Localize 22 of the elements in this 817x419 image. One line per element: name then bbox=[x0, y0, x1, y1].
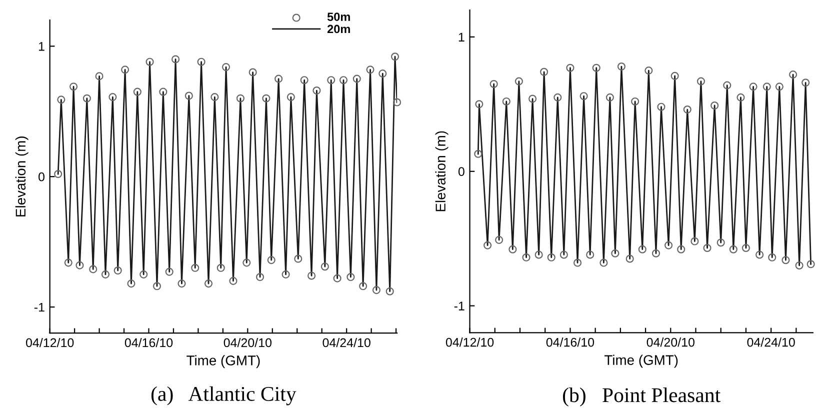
y-tick-label: -1 bbox=[454, 302, 464, 310]
y-axis-title: Elevation (m) bbox=[15, 136, 28, 216]
y-axis-title: Elevation (m) bbox=[435, 131, 448, 212]
legend-label: 20m bbox=[327, 24, 350, 34]
y-tick-label: -1 bbox=[34, 302, 44, 312]
x-tick-label: 04/20/10 bbox=[224, 338, 272, 348]
x-tick-label: 04/24/10 bbox=[747, 338, 795, 347]
legend-label: 50m bbox=[327, 12, 350, 21]
y-tick-label: 1 bbox=[458, 32, 464, 42]
y-tick-label: 0 bbox=[38, 172, 44, 182]
x-tick-label: 04/24/10 bbox=[322, 338, 370, 348]
y-tick-label: 0 bbox=[458, 167, 464, 176]
x-tick-label: 04/12/10 bbox=[446, 338, 494, 347]
x-tick-label: 04/16/10 bbox=[546, 338, 594, 347]
x-tick-label: 04/16/10 bbox=[124, 338, 173, 348]
x-tick-label: 04/20/10 bbox=[646, 338, 694, 347]
y-tick-label: 1 bbox=[38, 42, 44, 51]
x-tick-label: 04/12/10 bbox=[26, 338, 74, 348]
text: (a) Atlantic City bbox=[151, 386, 296, 406]
x-axis-title: Time (GMT) bbox=[186, 355, 260, 368]
x-axis-title: Time (GMT) bbox=[604, 354, 678, 368]
text: (b) Point Pleasant bbox=[562, 388, 720, 406]
